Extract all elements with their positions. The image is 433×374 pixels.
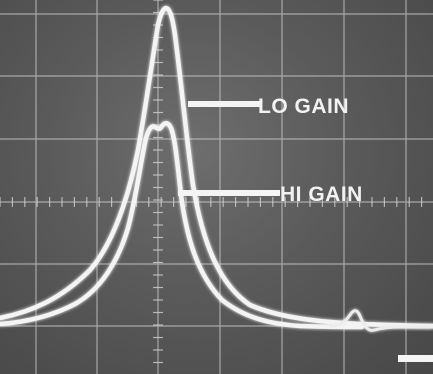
lo-gain-trace bbox=[0, 5, 433, 329]
hi-gain-trace bbox=[0, 121, 365, 330]
hi-gain-pointer bbox=[178, 190, 280, 196]
lo-gain-label: LO GAIN bbox=[258, 95, 349, 118]
baseline-marker bbox=[398, 355, 433, 362]
hi-gain-label: HI GAIN bbox=[280, 183, 363, 206]
noise-pulse bbox=[329, 309, 433, 332]
lo-gain-pointer bbox=[188, 101, 260, 107]
